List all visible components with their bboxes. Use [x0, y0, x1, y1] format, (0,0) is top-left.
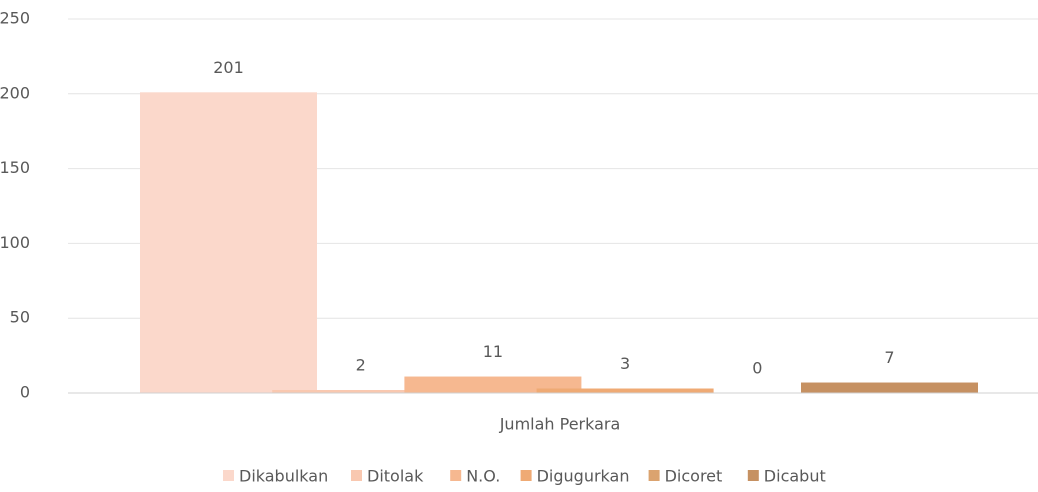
y-tick-label: 200 — [0, 83, 30, 102]
data-label: 2 — [356, 356, 366, 375]
x-tick-label: Jumlah Perkara — [499, 415, 621, 434]
y-tick-label: 100 — [0, 233, 30, 252]
legend-label: Dikabulkan — [239, 467, 328, 486]
bar — [272, 390, 450, 393]
legend-swatch — [520, 470, 532, 481]
data-label: 11 — [483, 342, 503, 361]
legend-swatch — [648, 470, 660, 481]
legend-swatch — [351, 470, 362, 481]
legend-label: N.O. — [466, 467, 500, 486]
bar — [801, 382, 978, 393]
data-label: 201 — [213, 58, 244, 77]
data-label: 3 — [620, 354, 630, 373]
legend-label: Digugurkan — [537, 467, 630, 486]
y-tick-label: 150 — [0, 158, 30, 177]
bar — [140, 92, 317, 393]
data-label: 7 — [884, 348, 894, 367]
legend-swatch — [223, 470, 234, 481]
y-tick-label: 0 — [20, 383, 30, 402]
y-tick-label: 50 — [10, 308, 30, 327]
legend-label: Dicoret — [665, 467, 723, 486]
bar — [536, 388, 714, 393]
y-tick-label: 250 — [0, 9, 30, 28]
legend-label: Ditolak — [367, 467, 424, 486]
legend-swatch — [450, 470, 462, 481]
data-label: 0 — [752, 359, 762, 378]
legend-label: Dicabut — [764, 467, 826, 486]
legend-swatch — [747, 470, 759, 481]
